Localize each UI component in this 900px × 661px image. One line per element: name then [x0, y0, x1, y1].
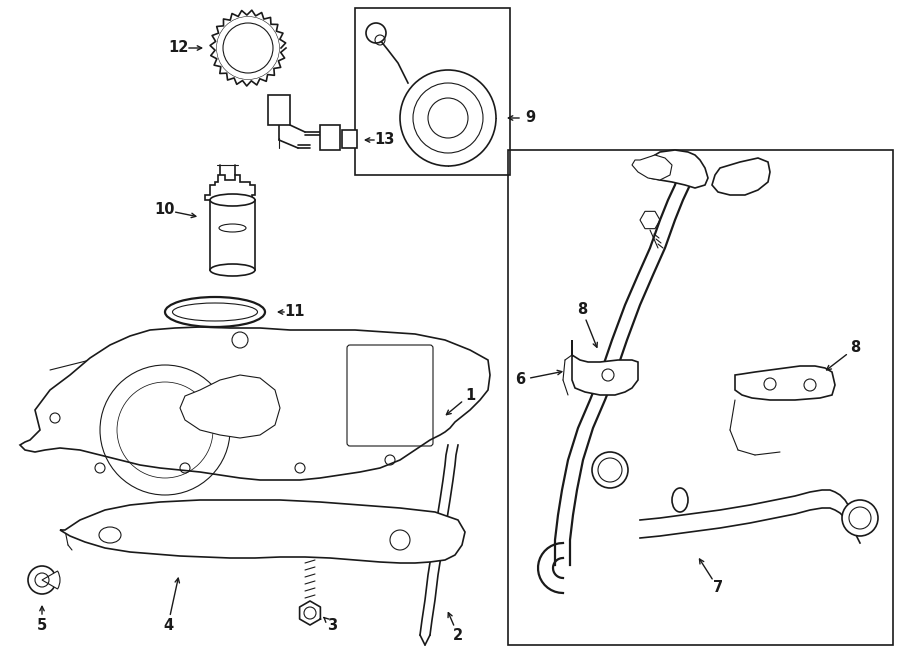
Circle shape: [28, 566, 56, 594]
Text: 8: 8: [577, 303, 587, 317]
Text: 1: 1: [465, 387, 475, 403]
Text: 5: 5: [37, 617, 47, 633]
Text: 7: 7: [713, 580, 723, 596]
Polygon shape: [20, 327, 490, 480]
Text: 13: 13: [374, 132, 395, 147]
Circle shape: [842, 500, 878, 536]
Bar: [508, 150, 893, 645]
Circle shape: [400, 70, 496, 166]
Polygon shape: [735, 366, 835, 400]
Bar: [268, 95, 290, 125]
Polygon shape: [572, 340, 638, 395]
Ellipse shape: [210, 264, 255, 276]
Bar: [320, 125, 340, 150]
Polygon shape: [640, 150, 708, 188]
Circle shape: [366, 23, 386, 43]
Text: 2: 2: [453, 627, 464, 642]
Polygon shape: [632, 155, 672, 180]
Text: 12: 12: [167, 40, 188, 56]
Polygon shape: [300, 601, 320, 625]
Bar: [355, 8, 510, 175]
Polygon shape: [60, 500, 465, 563]
Text: 11: 11: [284, 305, 305, 319]
Text: 10: 10: [155, 202, 176, 217]
Polygon shape: [205, 175, 255, 200]
Text: 8: 8: [850, 340, 860, 356]
Bar: [342, 130, 357, 148]
Polygon shape: [712, 158, 770, 195]
Text: 6: 6: [515, 373, 525, 387]
Polygon shape: [180, 375, 280, 438]
Bar: [210, 200, 255, 270]
Ellipse shape: [210, 194, 255, 206]
Text: 4: 4: [163, 617, 173, 633]
Polygon shape: [640, 212, 660, 229]
Wedge shape: [42, 571, 60, 589]
Text: 9: 9: [525, 110, 535, 126]
Text: 3: 3: [327, 617, 338, 633]
